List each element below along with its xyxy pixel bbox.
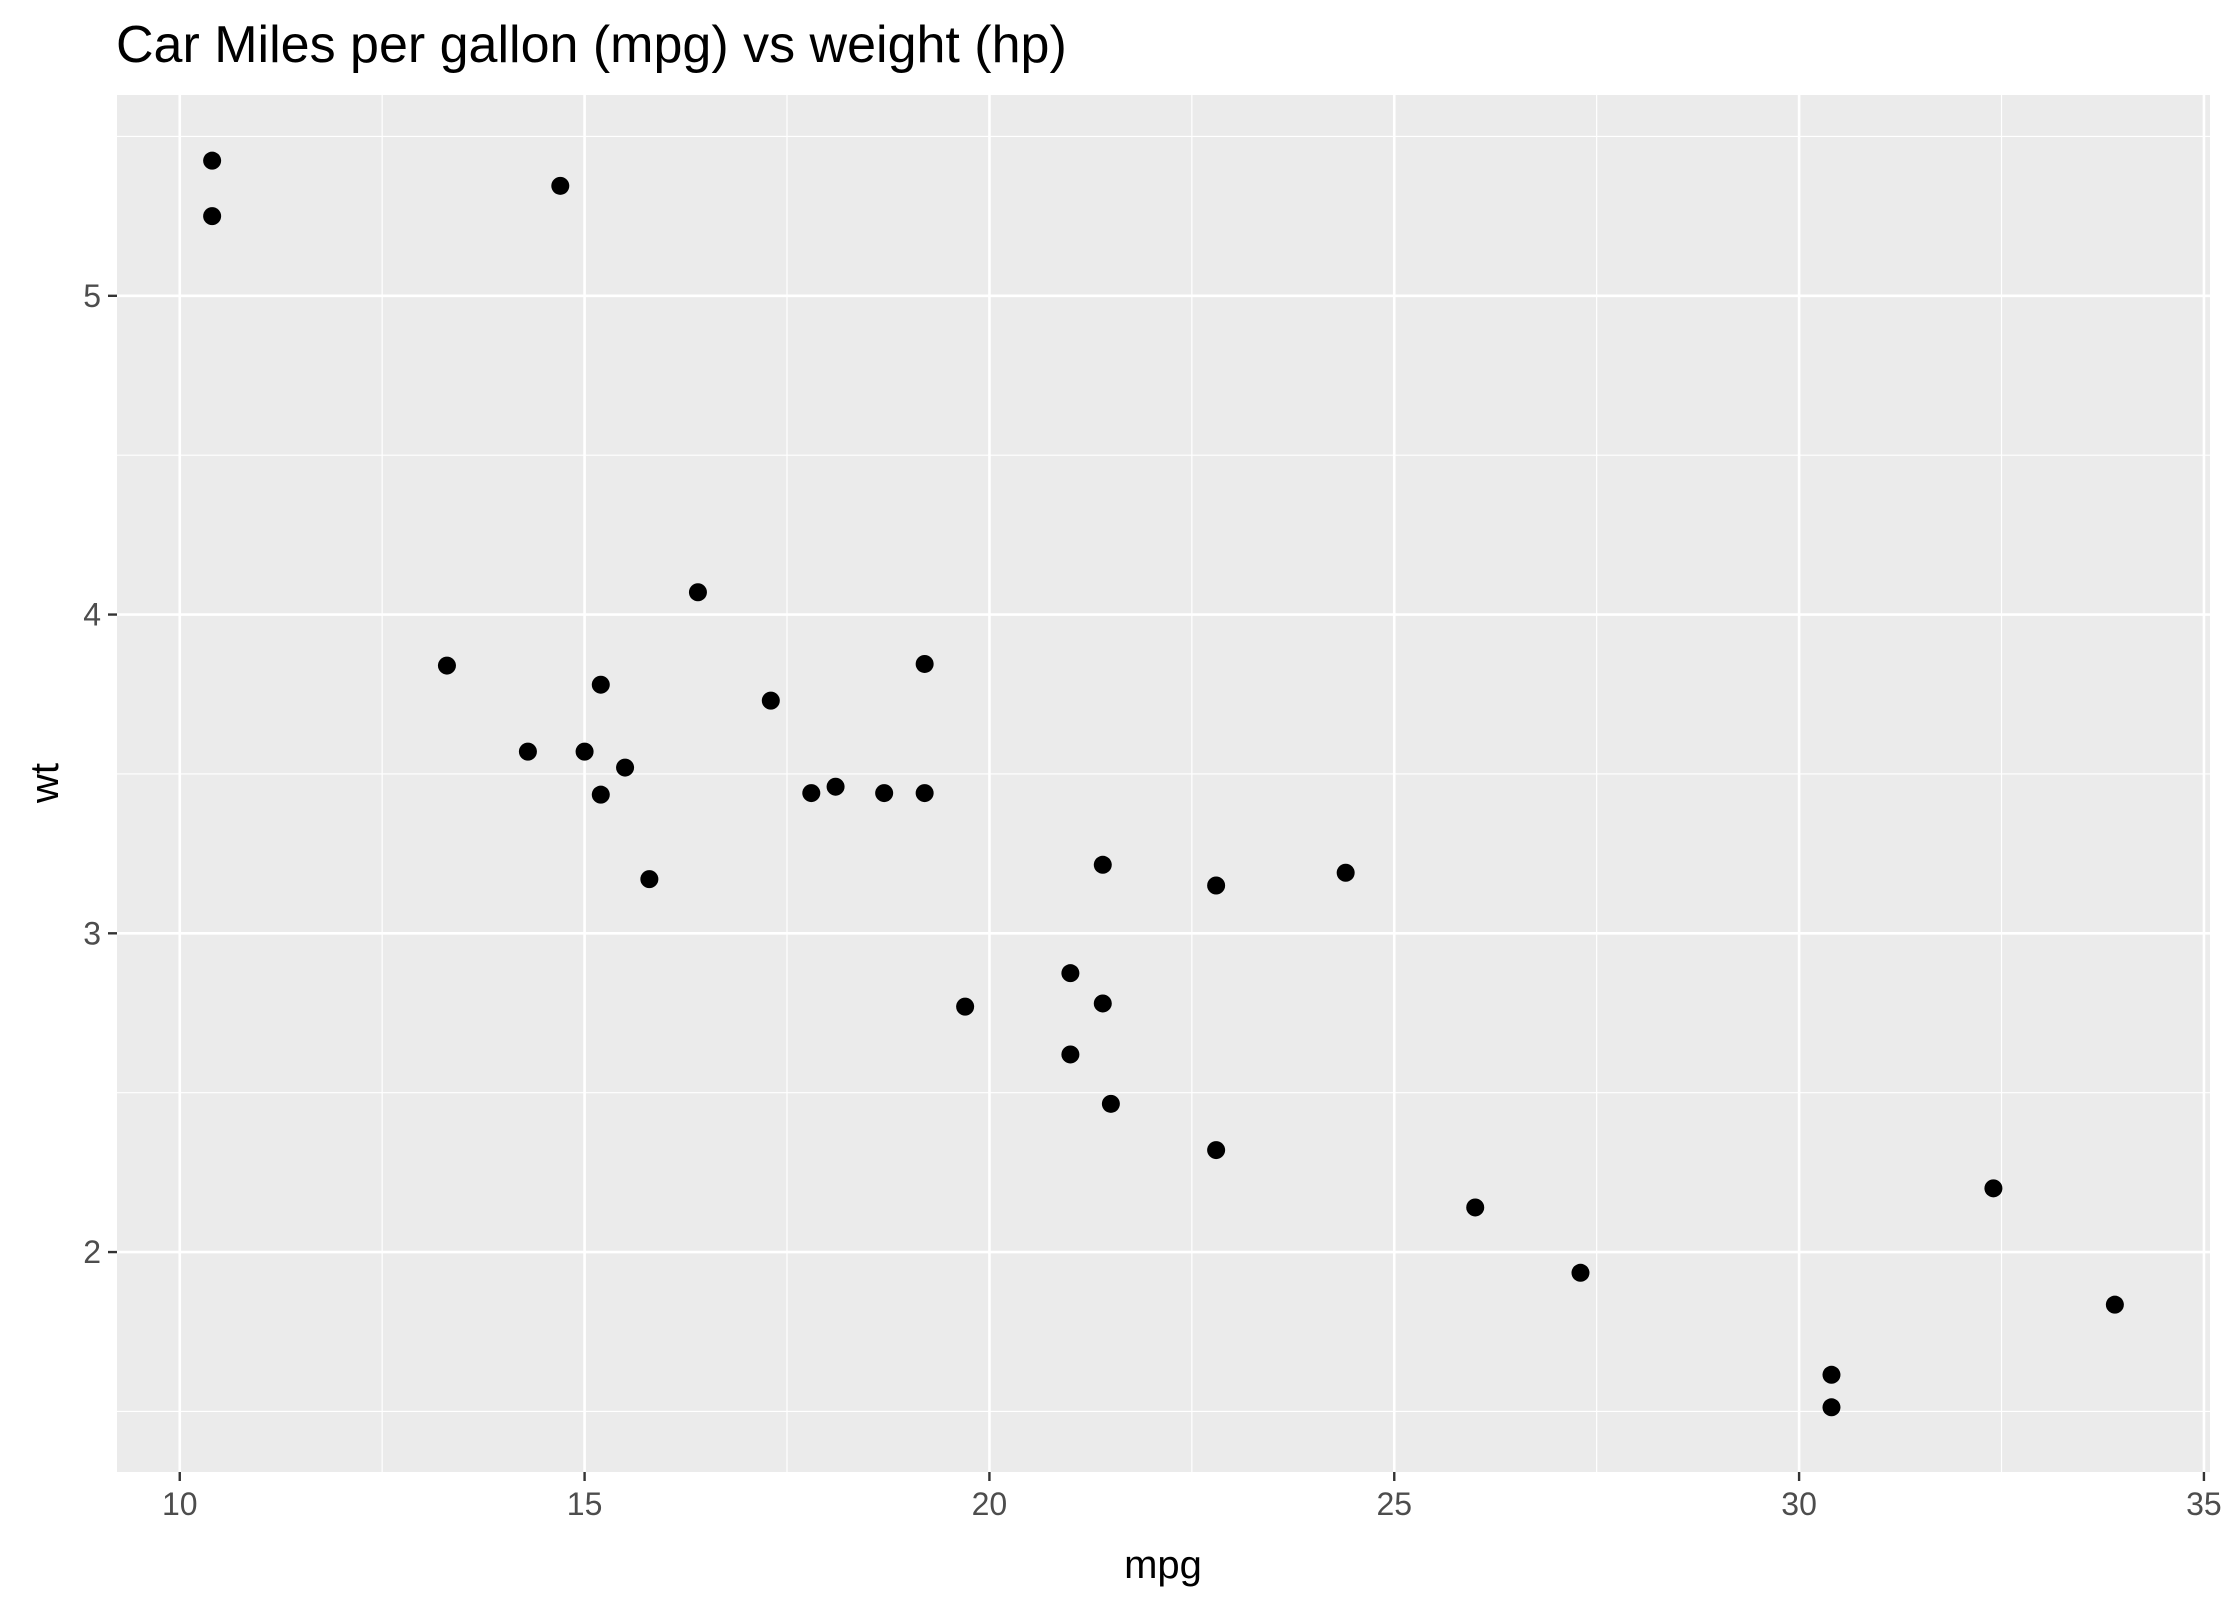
data-point: [518, 742, 537, 761]
x-axis-label: mpg: [1124, 1543, 1202, 1587]
y-tick-label: 2: [83, 1234, 101, 1270]
data-point: [1093, 994, 1112, 1013]
data-points: [203, 151, 2124, 1417]
x-tick-label: 20: [972, 1486, 1008, 1522]
data-point: [1336, 863, 1355, 882]
minor-gridlines: [117, 95, 2210, 1472]
data-point: [1571, 1263, 1590, 1282]
data-point: [437, 656, 456, 675]
chart-title: Car Miles per gallon (mpg) vs weight (hp…: [116, 16, 1067, 74]
data-point: [1466, 1198, 1485, 1217]
data-point: [1984, 1179, 2003, 1198]
data-point: [203, 151, 222, 170]
data-point: [203, 207, 222, 226]
plot-panel: [117, 95, 2210, 1472]
y-axis: 2 3 4 5: [83, 278, 117, 1270]
data-point: [1061, 964, 1080, 983]
data-point: [915, 654, 934, 673]
y-axis-label: wt: [23, 763, 67, 804]
x-tick-label: 35: [2186, 1486, 2222, 1522]
data-point: [575, 742, 594, 761]
data-point: [1101, 1094, 1120, 1113]
data-point: [591, 675, 610, 694]
x-axis: 10 15 20 25 30 35: [162, 1472, 2222, 1522]
data-point: [591, 785, 610, 804]
data-point: [616, 758, 635, 777]
y-tick-label: 4: [83, 597, 101, 633]
data-point: [802, 784, 821, 803]
data-point: [875, 784, 894, 803]
data-point: [2105, 1295, 2124, 1314]
data-point: [1061, 1045, 1080, 1064]
data-point: [551, 176, 570, 195]
x-tick-label: 30: [1781, 1486, 1817, 1522]
data-point: [688, 583, 707, 602]
data-point: [1207, 876, 1226, 895]
major-gridlines: [117, 95, 2210, 1472]
data-point: [1822, 1365, 1841, 1384]
data-point: [956, 997, 975, 1016]
data-point: [915, 784, 934, 803]
data-point: [1093, 855, 1112, 874]
data-point: [761, 691, 780, 710]
x-tick-label: 25: [1376, 1486, 1412, 1522]
data-point: [1822, 1398, 1841, 1417]
data-point: [1207, 1141, 1226, 1160]
y-tick-label: 5: [83, 278, 101, 314]
x-tick-label: 15: [567, 1486, 603, 1522]
y-tick-label: 3: [83, 915, 101, 951]
x-tick-label: 10: [162, 1486, 198, 1522]
data-point: [640, 870, 659, 889]
data-point: [826, 777, 845, 796]
